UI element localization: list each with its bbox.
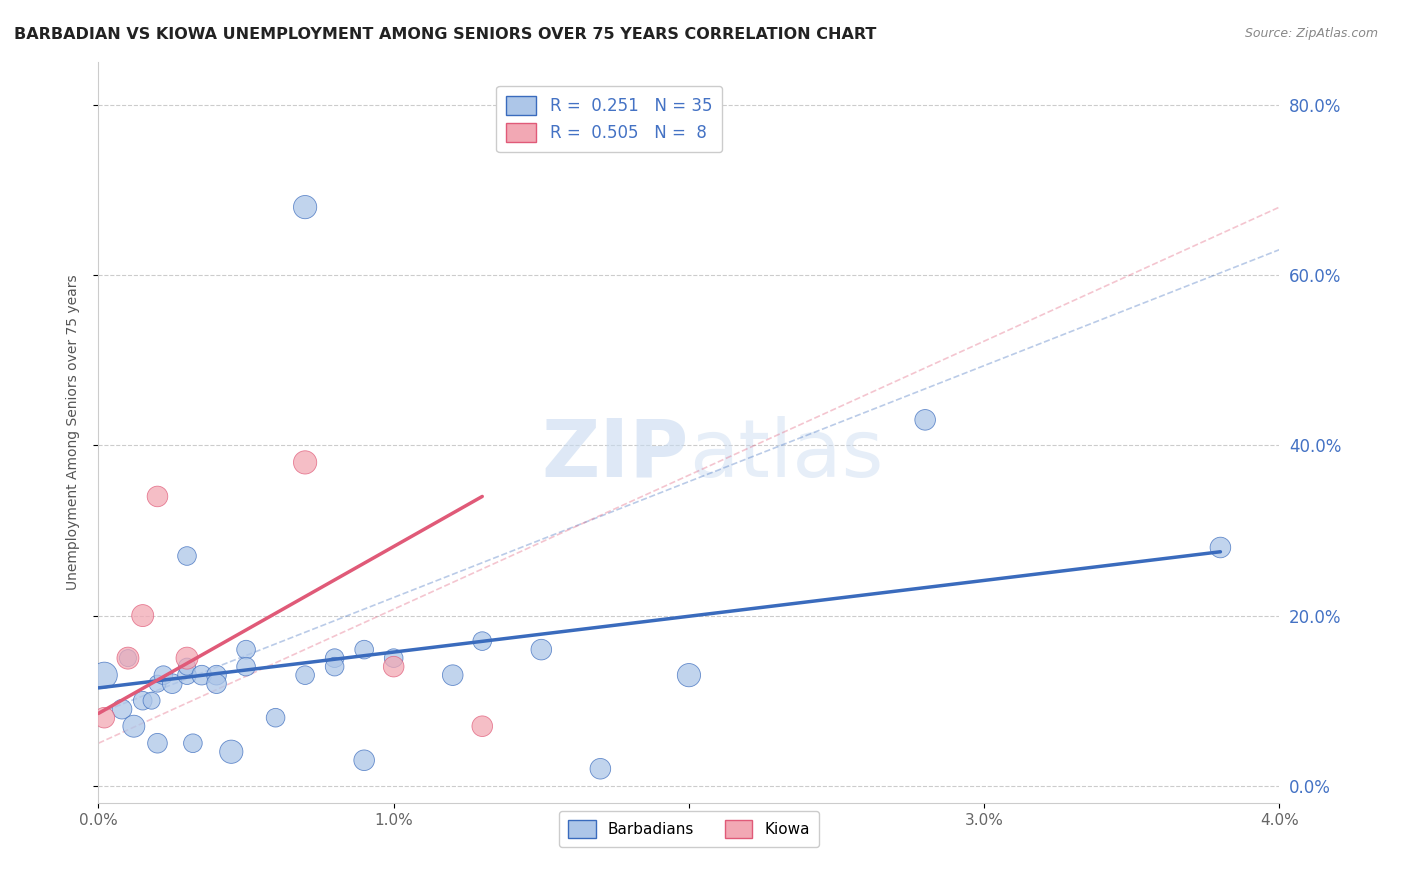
Barbadians [146,736,169,750]
Barbadians [235,642,257,657]
Barbadians [589,762,612,776]
Kiowa [294,455,316,469]
Barbadians [176,659,198,673]
Barbadians [353,753,375,767]
Text: Source: ZipAtlas.com: Source: ZipAtlas.com [1244,27,1378,40]
Barbadians [441,668,464,682]
Kiowa [471,719,494,733]
Barbadians [146,676,169,690]
Barbadians [530,642,553,657]
Barbadians [323,651,346,665]
Barbadians [323,659,346,673]
Barbadians [205,676,228,690]
Barbadians [122,719,145,733]
Barbadians [205,668,228,682]
Text: BARBADIAN VS KIOWA UNEMPLOYMENT AMONG SENIORS OVER 75 YEARS CORRELATION CHART: BARBADIAN VS KIOWA UNEMPLOYMENT AMONG SE… [14,27,876,42]
Barbadians [162,676,183,690]
Barbadians [353,642,375,657]
Barbadians [141,694,163,708]
Barbadians [176,549,198,563]
Barbadians [471,634,494,648]
Barbadians [294,668,316,682]
Kiowa [132,608,155,623]
Barbadians [1209,541,1232,555]
Barbadians [235,659,257,673]
Legend: Barbadians, Kiowa: Barbadians, Kiowa [558,811,820,847]
Kiowa [117,651,139,665]
Barbadians [914,413,936,427]
Barbadians [294,200,316,214]
Text: atlas: atlas [689,416,883,494]
Barbadians [111,702,134,716]
Kiowa [146,490,169,504]
Barbadians [132,694,155,708]
Barbadians [181,736,204,750]
Kiowa [382,659,405,673]
Barbadians [191,668,214,682]
Text: ZIP: ZIP [541,416,689,494]
Barbadians [117,651,139,665]
Y-axis label: Unemployment Among Seniors over 75 years: Unemployment Among Seniors over 75 years [66,275,80,591]
Barbadians [264,711,287,725]
Kiowa [176,651,198,665]
Barbadians [176,668,198,682]
Barbadians [382,651,405,665]
Barbadians [221,745,243,759]
Barbadians [678,668,700,682]
Kiowa [93,711,115,725]
Barbadians [152,668,174,682]
Barbadians [93,668,115,682]
